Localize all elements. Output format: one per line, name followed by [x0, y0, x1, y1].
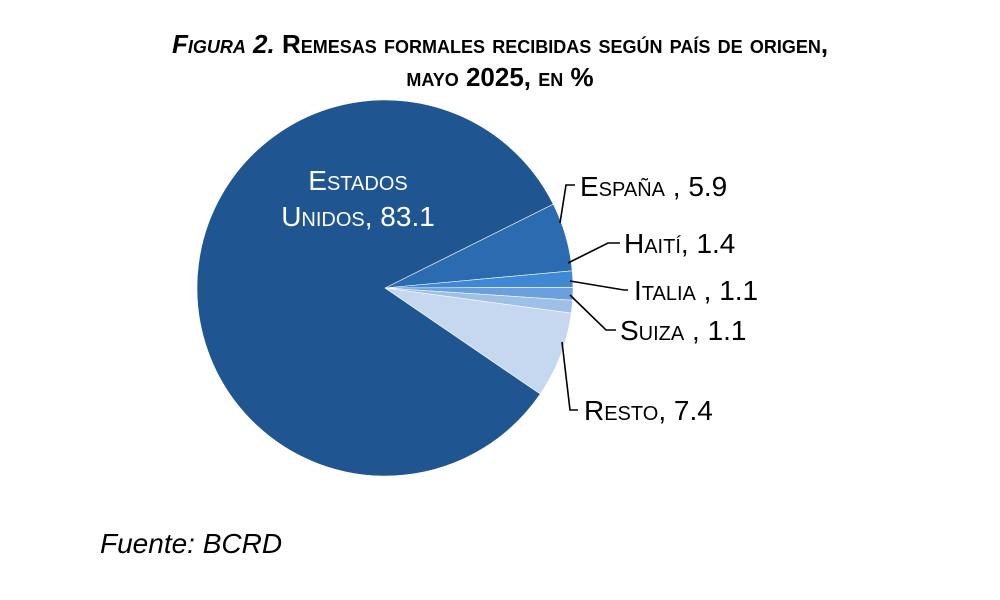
figure-number: Figura 2.: [171, 29, 275, 59]
leader-line-hait-: [567, 242, 620, 264]
source-note: Fuente: BCRD: [100, 528, 283, 559]
slice-label-hait-: Haití, 1.4: [624, 228, 735, 259]
title-text: Remesas formales recibidas según país de…: [281, 29, 829, 59]
pie-slice-estados-unidos: [196, 99, 554, 477]
chart-title-line1: Figura 2. Remesas formales recibidas seg…: [0, 28, 1000, 61]
slice-label-espa-a: España , 5.9: [580, 171, 727, 202]
leader-line-espa-a: [559, 184, 575, 224]
slice-labels: Estados Unidos, 83.1 España , 5.9 Haití, 1.…: [281, 165, 758, 426]
slice-label-resto: Resto, 7.4: [584, 395, 713, 426]
slice-label-italia: Italia , 1.1: [634, 275, 758, 306]
chart-title: Figura 2. Remesas formales recibidas seg…: [0, 28, 1000, 94]
pie-slices: [196, 99, 574, 477]
leader-line-resto: [561, 341, 578, 411]
leader-lines: [559, 184, 628, 411]
slice-label-estados-unidos: Estados Unidos, 83.1: [281, 165, 435, 232]
slice-label-suiza: Suiza , 1.1: [620, 315, 747, 346]
leader-line-suiza: [569, 294, 616, 331]
leader-line-italia: [569, 280, 628, 291]
chart-title-line2: mayo 2025, en %: [406, 62, 594, 92]
